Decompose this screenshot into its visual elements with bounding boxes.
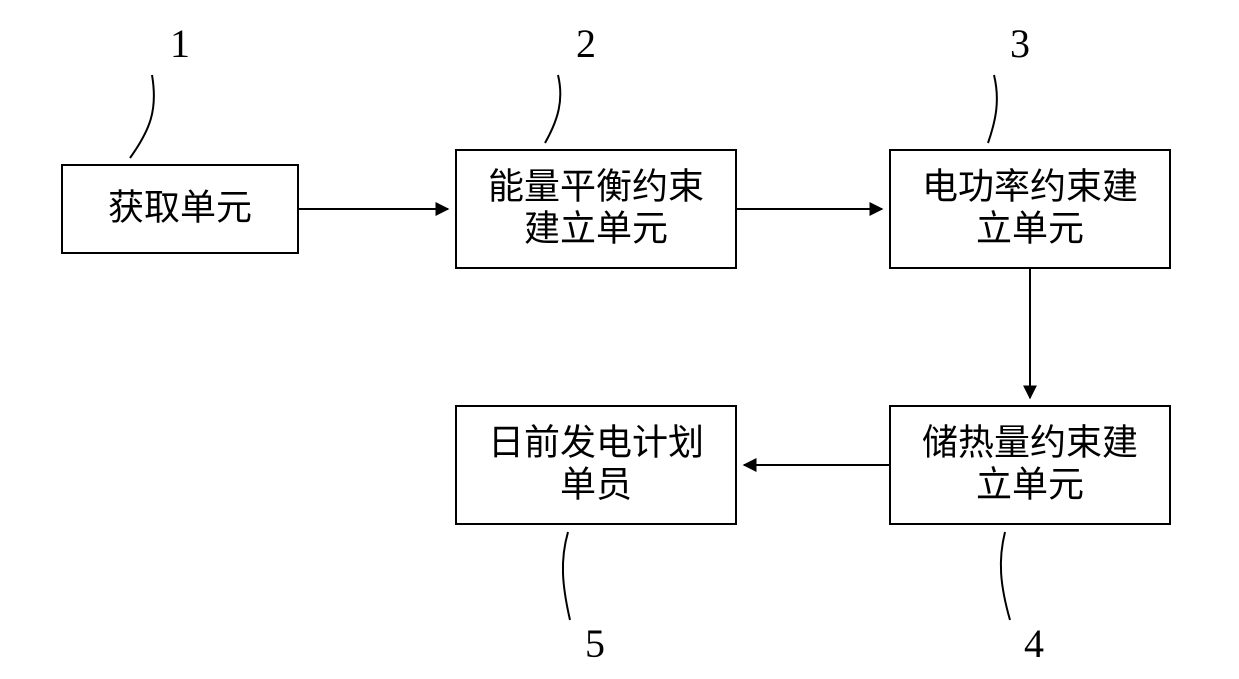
- node-electric-power-constraint-unit: 电功率约束建立单元 3: [890, 21, 1170, 268]
- node-acquisition-unit: 获取单元 1: [62, 21, 298, 253]
- node-energy-balance-constraint-unit-callout-label: 2: [576, 21, 596, 66]
- node-day-ahead-generation-plan-unit-label-line-0: 日前发电计划: [488, 422, 704, 462]
- node-acquisition-unit-callout-label: 1: [170, 21, 190, 66]
- node-energy-balance-constraint-unit-label-line-1: 建立单元: [524, 208, 668, 248]
- node-day-ahead-generation-plan-unit-callout-line: [563, 532, 570, 620]
- node-heat-storage-constraint-unit-label-line-1: 立单元: [976, 464, 1084, 504]
- node-day-ahead-generation-plan-unit-callout-label: 5: [585, 621, 605, 666]
- flowchart-diagram: 获取单元 1 能量平衡约束建立单元 2 电功率约束建立单元 3 储热量约束建立单元 4 日前发电…: [0, 0, 1239, 679]
- node-acquisition-unit-label-line-0: 获取单元: [108, 187, 252, 227]
- node-heat-storage-constraint-unit-label-line-0: 储热量约束建: [922, 422, 1138, 462]
- node-heat-storage-constraint-unit-callout-label: 4: [1024, 621, 1044, 666]
- node-electric-power-constraint-unit-label-line-0: 电功率约束建: [922, 166, 1138, 206]
- node-energy-balance-constraint-unit-label-line-0: 能量平衡约束: [488, 166, 704, 206]
- node-electric-power-constraint-unit-callout-line: [988, 75, 997, 143]
- node-day-ahead-generation-plan-unit-label-line-1: 单员: [560, 464, 632, 504]
- node-electric-power-constraint-unit-callout-label: 3: [1010, 21, 1030, 66]
- node-heat-storage-constraint-unit-callout-line: [1001, 532, 1010, 620]
- node-energy-balance-constraint-unit-callout-line: [545, 75, 560, 143]
- node-energy-balance-constraint-unit: 能量平衡约束建立单元 2: [456, 21, 736, 268]
- node-acquisition-unit-callout-line: [130, 75, 154, 158]
- node-heat-storage-constraint-unit: 储热量约束建立单元 4: [890, 406, 1170, 666]
- node-electric-power-constraint-unit-label-line-1: 立单元: [976, 208, 1084, 248]
- node-day-ahead-generation-plan-unit: 日前发电计划单员 5: [456, 406, 736, 666]
